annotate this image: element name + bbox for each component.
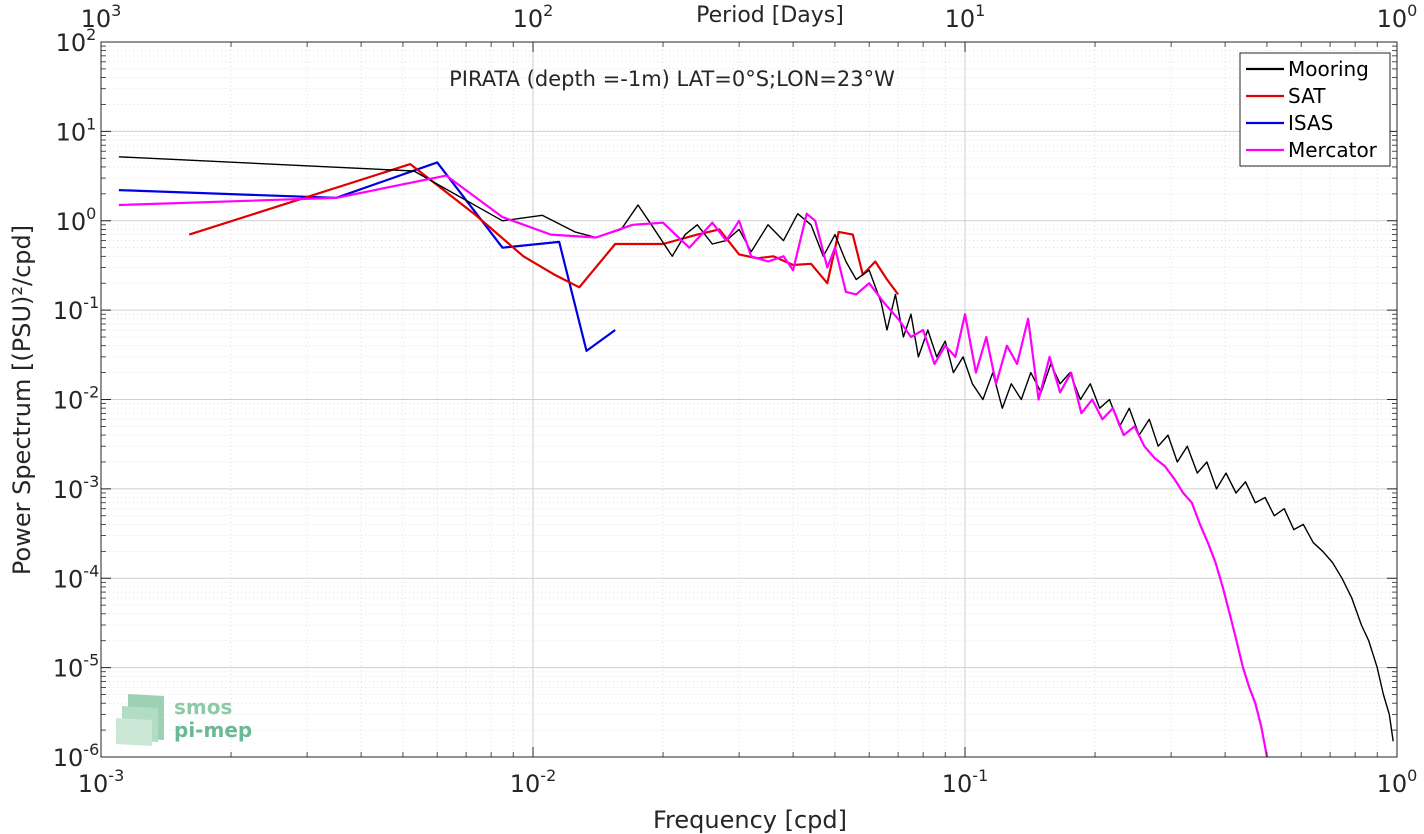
smos-pi-mep-logo: smos pi-mep: [116, 694, 252, 746]
top-tick-label: 101: [945, 1, 986, 33]
x-tick-label: 100: [1377, 766, 1418, 798]
y-axis-title: Power Spectrum [(PSU)²/cpd]: [8, 225, 36, 575]
minor-grid: [101, 42, 1397, 757]
top-tick-label: 103: [81, 1, 122, 33]
y-tick-label: 100: [56, 204, 97, 236]
y-tick-label: 10-5: [53, 651, 100, 683]
top-tick-label: 102: [513, 1, 554, 33]
logo-text-smos: smos: [174, 695, 232, 719]
logo-text-pi-mep: pi-mep: [174, 718, 252, 742]
y-tick-label: 102: [56, 25, 97, 57]
x-axis-title: Frequency [cpd]: [653, 806, 847, 834]
series-layer: [118, 156, 1394, 758]
series-line-mercator: [118, 174, 1269, 758]
top-axis-title: Period [Days]: [696, 3, 844, 28]
x-tick-label: 10-3: [78, 766, 125, 798]
top-tick-label: 100: [1377, 1, 1418, 33]
y-tick-label: 10-1: [53, 293, 100, 325]
y-tick-label: 10-2: [53, 383, 100, 415]
legend-box: [1239, 52, 1391, 167]
series-line-sat: [188, 163, 899, 296]
legend-label-isas: ISAS: [1288, 111, 1333, 135]
series-line-mooring: [118, 156, 1394, 742]
x-tick-label: 10-1: [942, 766, 989, 798]
y-tick-label: 10-6: [53, 740, 100, 772]
logo-mark-icon: [116, 694, 164, 746]
legend-label-mooring: Mooring: [1288, 57, 1369, 81]
legend: Mooring SAT ISAS Mercator: [1239, 52, 1391, 167]
y-tick-label: 10-3: [53, 472, 100, 504]
y-tick-label: 10-4: [53, 561, 100, 593]
y-tick-label: 101: [56, 114, 97, 146]
x-tick-label: 10-2: [510, 766, 557, 798]
legend-label-mercator: Mercator: [1288, 138, 1378, 162]
chart-title: PIRATA (depth =-1m) LAT=0°S;LON=23°W: [449, 67, 895, 91]
legend-label-sat: SAT: [1288, 84, 1326, 108]
